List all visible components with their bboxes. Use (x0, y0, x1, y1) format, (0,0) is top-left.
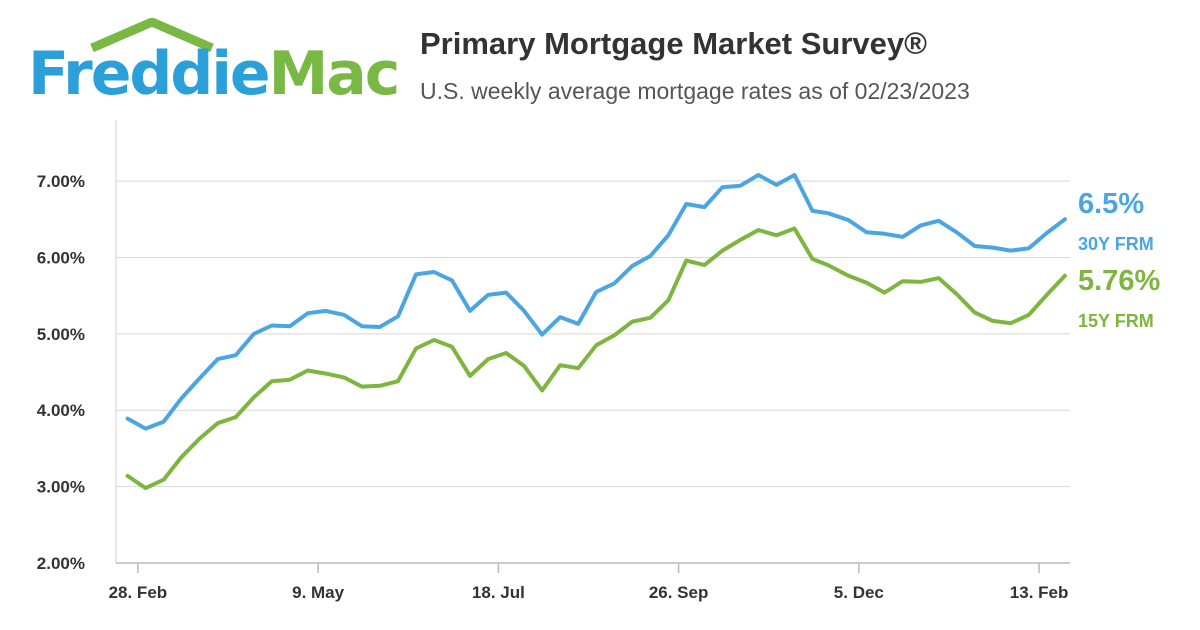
x-tick-label: 26. Sep (649, 583, 709, 602)
chart-series (125, 173, 1067, 491)
series-line-30y-frm (125, 173, 1067, 431)
x-axis-labels: 28. Feb 9. May 18. Jul 26. Sep 5. Dec 13. Feb (109, 583, 1069, 602)
x-tick-label: 18. Jul (472, 583, 525, 602)
y-tick-label: 2.00% (37, 554, 85, 573)
chart-grid (116, 180, 1070, 488)
logo-word-freddie: Freddie (28, 39, 271, 109)
y-tick-label: 3.00% (37, 478, 85, 497)
series-end-name: 15Y FRM (1078, 311, 1154, 331)
x-tick-label: 28. Feb (109, 583, 168, 602)
y-tick-label: 7.00% (37, 172, 85, 191)
y-tick-label: 5.00% (37, 325, 85, 344)
series-line-15y-frm (125, 226, 1067, 491)
series-end-labels: 6.5% 30Y FRM 5.76% 15Y FRM (1078, 188, 1160, 331)
chart-subtitle: U.S. weekly average mortgage rates as of… (420, 78, 970, 104)
freddie-mac-logo: FreddieMac (28, 18, 400, 108)
logo-wordmark: FreddieMac (28, 44, 400, 104)
chart-title: Primary Mortgage Market Survey® (420, 26, 927, 61)
series-end-value: 6.5% (1078, 188, 1144, 220)
y-axis-labels: 2.00% 3.00% 4.00% 5.00% 6.00% 7.00% (37, 172, 85, 573)
x-tick-label: 13. Feb (1010, 583, 1069, 602)
logo-word-mac: Mac (268, 39, 401, 109)
series-end-value: 5.76% (1078, 265, 1160, 297)
x-tick-label: 5. Dec (834, 583, 884, 602)
series-end-name: 30Y FRM (1078, 234, 1154, 254)
y-tick-label: 6.00% (37, 248, 85, 267)
house-roof-icon (90, 18, 214, 52)
y-tick-label: 4.00% (37, 401, 85, 420)
chart-axes (115, 120, 1070, 573)
x-tick-label: 9. May (292, 583, 345, 602)
